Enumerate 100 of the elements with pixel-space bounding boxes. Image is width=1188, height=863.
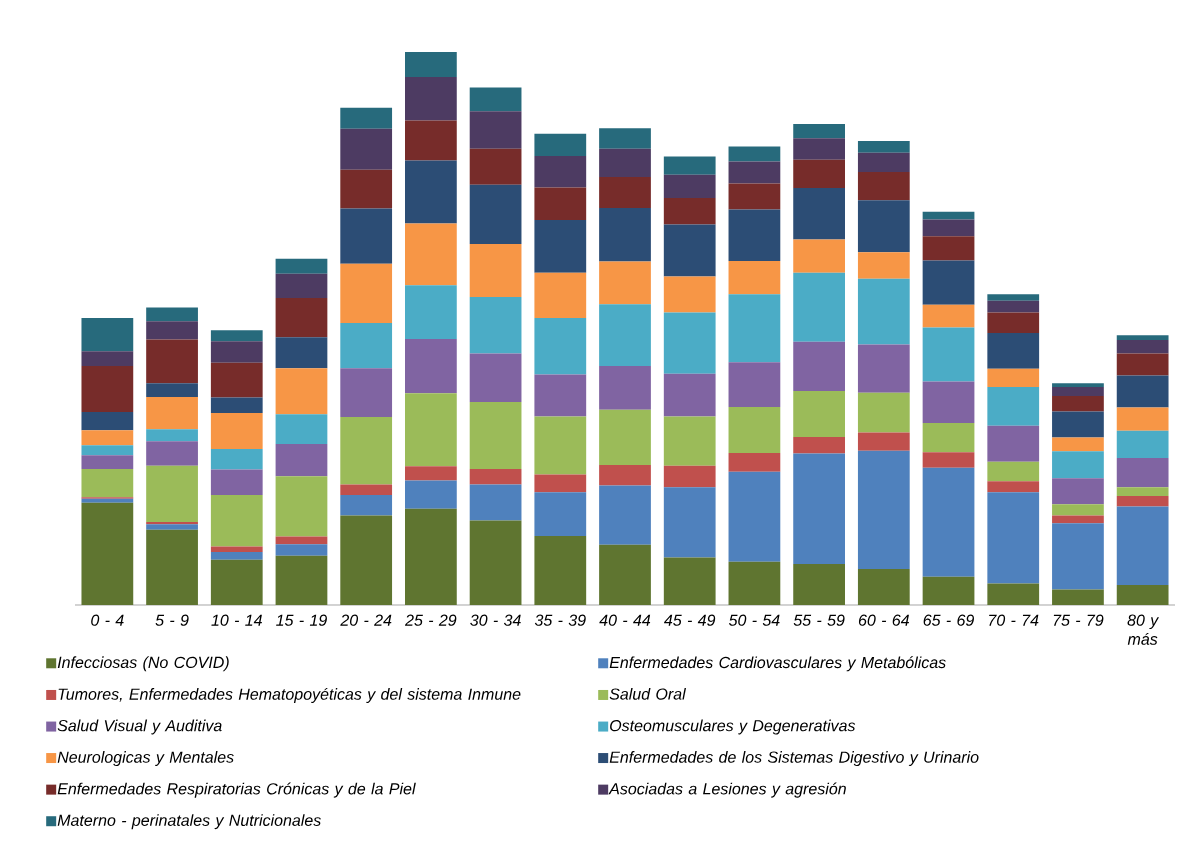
bar	[275, 476, 328, 537]
legend-label: Salud Visual y Auditiva	[57, 719, 222, 735]
bar	[793, 159, 845, 189]
bar	[1116, 353, 1169, 376]
legend-label: Materno - perinatales y Nutricionales	[57, 814, 321, 830]
bar	[81, 502, 134, 605]
bar	[469, 148, 522, 185]
bar	[340, 484, 393, 495]
bar	[81, 468, 134, 498]
bar	[987, 492, 1040, 584]
bar	[146, 529, 198, 605]
bar	[599, 304, 651, 367]
bar	[663, 373, 716, 417]
bar	[275, 444, 328, 477]
bar	[534, 317, 587, 375]
bar	[1116, 340, 1169, 354]
bar	[728, 561, 781, 605]
bar	[146, 441, 198, 466]
bar	[469, 87, 522, 112]
bar	[922, 304, 975, 328]
legend-label: Tumores, Enfermedades Hematopoyéticas y del sistema Inmune	[58, 687, 521, 703]
bar	[405, 393, 457, 467]
bar	[534, 416, 587, 475]
bar	[405, 223, 457, 286]
bar	[857, 278, 910, 345]
bar	[534, 155, 587, 188]
bar	[663, 156, 716, 175]
x-tick-label: 40 - 44	[599, 614, 651, 626]
bar	[275, 414, 328, 445]
bar	[275, 536, 328, 545]
bar	[469, 111, 522, 149]
bar	[728, 452, 781, 472]
bar	[728, 146, 781, 162]
x-tick-label: 70 - 74	[989, 614, 1039, 626]
bar	[275, 273, 328, 299]
bar	[857, 252, 910, 279]
bar	[857, 200, 910, 253]
bar	[340, 515, 393, 605]
bar	[340, 107, 393, 129]
bar	[793, 341, 845, 391]
bar	[663, 312, 716, 374]
bar	[534, 492, 587, 536]
bar	[210, 546, 263, 552]
x-tick-label: 15 - 19	[276, 614, 327, 626]
bar	[146, 522, 198, 525]
bar	[728, 261, 781, 295]
bar	[599, 128, 651, 149]
bar	[405, 508, 457, 605]
x-tick-label: 65 - 69	[923, 614, 974, 626]
bar	[663, 224, 716, 277]
bar	[1052, 515, 1104, 524]
legend-label: Asociadas a Lesiones y agresión	[608, 782, 846, 798]
bar	[146, 397, 198, 430]
bar	[146, 429, 198, 442]
x-tick-label: 35 - 39	[534, 614, 586, 626]
bar	[469, 296, 522, 354]
bar	[793, 436, 845, 454]
bar	[922, 381, 975, 424]
bar	[469, 184, 522, 244]
bar	[1052, 523, 1104, 590]
bar	[81, 412, 134, 431]
legend-label: Enfermedades Cardiovasculares y Metabólicas	[609, 656, 946, 672]
bar	[728, 471, 781, 562]
bar	[469, 353, 522, 403]
bar	[728, 407, 781, 453]
bar	[1052, 383, 1104, 388]
bar	[275, 258, 328, 274]
bar	[793, 188, 845, 240]
bar	[405, 120, 457, 161]
bar	[599, 465, 651, 486]
bar	[599, 544, 651, 605]
bar	[663, 416, 716, 466]
bar	[81, 498, 134, 503]
bar	[210, 362, 263, 398]
bar	[1052, 395, 1104, 412]
bar	[275, 337, 328, 369]
x-tick-label: 10 - 14	[211, 614, 262, 626]
bar	[922, 260, 975, 305]
bar	[275, 368, 328, 415]
bar	[146, 307, 198, 322]
x-tick-label: 0 - 4	[91, 614, 124, 626]
bar	[1116, 506, 1169, 586]
legend-label: Enfermedades Respiratorias Crónicas y de la Piel	[57, 782, 416, 798]
bar	[146, 465, 198, 523]
bar	[210, 449, 263, 470]
bar	[857, 432, 910, 451]
bar	[663, 465, 716, 488]
bar	[210, 469, 263, 495]
bar	[599, 485, 651, 545]
bar	[405, 466, 457, 481]
bar	[405, 76, 457, 121]
bar	[1116, 457, 1169, 488]
bar	[146, 339, 198, 384]
bar	[663, 557, 716, 605]
bar	[857, 141, 910, 153]
bar	[81, 445, 134, 456]
bar	[857, 344, 910, 393]
bar	[793, 564, 845, 605]
bar	[146, 383, 198, 398]
bar	[81, 455, 134, 469]
